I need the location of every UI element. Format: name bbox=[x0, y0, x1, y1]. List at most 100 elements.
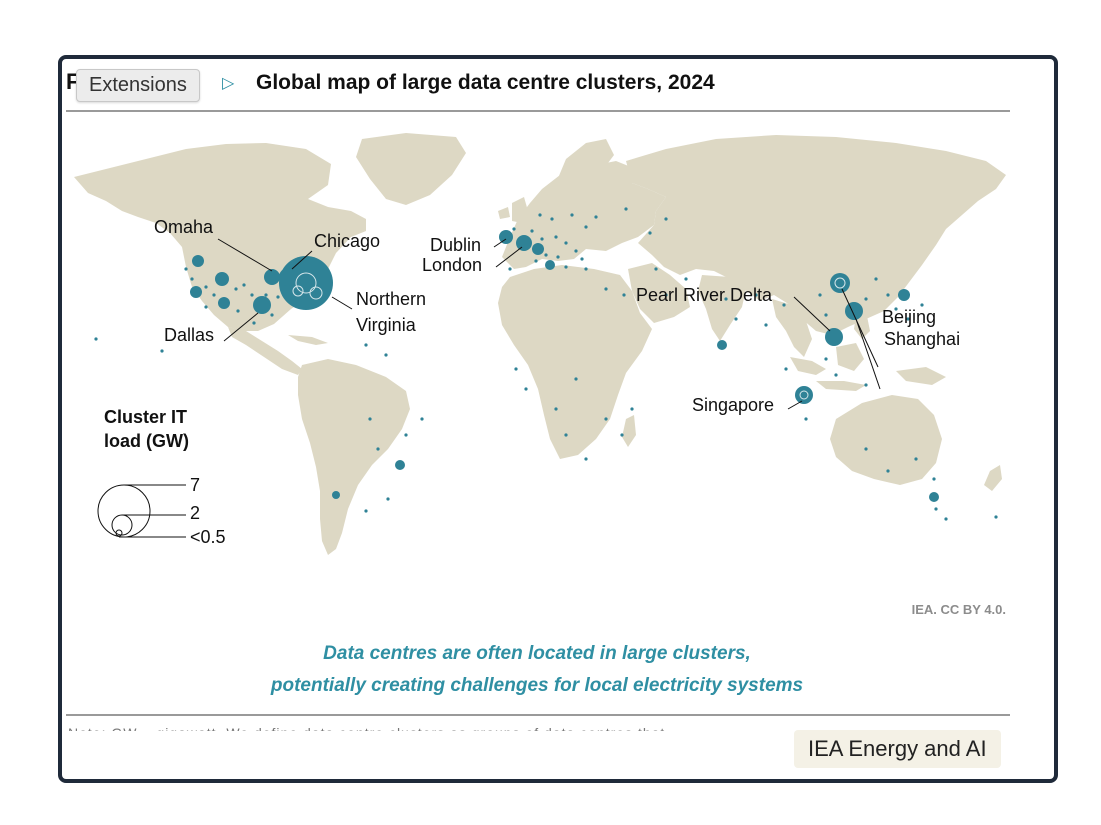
size-legend: Cluster IT load (GW) 7 2 <0.5 bbox=[97, 407, 226, 547]
small-cluster-dot bbox=[540, 237, 544, 241]
small-cluster-dot bbox=[250, 293, 254, 297]
cluster-bubbles bbox=[190, 230, 939, 502]
small-cluster-dot bbox=[764, 323, 768, 327]
small-cluster-dot bbox=[524, 387, 528, 391]
leader-lines bbox=[217, 238, 881, 410]
figure-title: Global map of large data centre clusters… bbox=[256, 71, 715, 94]
small-cluster-dot bbox=[864, 447, 868, 451]
label-singapore: Singapore bbox=[692, 395, 774, 415]
small-cluster-dot bbox=[654, 267, 658, 271]
small-cluster-dot bbox=[376, 447, 380, 451]
small-cluster-dot bbox=[594, 215, 598, 219]
land-indonesia-1 bbox=[790, 357, 826, 375]
small-cluster-dot bbox=[554, 235, 558, 239]
small-cluster-dot bbox=[864, 297, 868, 301]
bubble-beijing bbox=[830, 273, 850, 293]
bubble-shanghai bbox=[845, 302, 863, 320]
bubble-chicago bbox=[279, 268, 297, 286]
small-cluster-dot bbox=[236, 309, 240, 313]
title-divider bbox=[66, 110, 1010, 112]
legend-title-line2: load (GW) bbox=[104, 431, 189, 451]
land-madagascar bbox=[622, 415, 636, 447]
land-arabia bbox=[628, 263, 690, 323]
bubble-mumbai bbox=[717, 340, 727, 350]
small-cluster-dot bbox=[364, 343, 368, 347]
small-cluster-dot bbox=[252, 321, 256, 325]
small-cluster-dot bbox=[564, 265, 568, 269]
small-cluster-dot bbox=[276, 295, 280, 299]
bubble-california bbox=[190, 286, 202, 298]
bubble-pearl-river-delta bbox=[825, 328, 843, 346]
small-cluster-dot bbox=[580, 257, 584, 261]
small-cluster-dot bbox=[834, 373, 838, 377]
land-south-america bbox=[298, 359, 410, 555]
caption-divider bbox=[66, 714, 1010, 716]
small-cluster-dot bbox=[234, 287, 238, 291]
land-scandinavia bbox=[556, 139, 614, 195]
bubble-japan bbox=[898, 289, 910, 301]
small-cluster-dot bbox=[94, 337, 98, 341]
land-europe bbox=[502, 161, 666, 269]
small-cluster-dot bbox=[190, 277, 194, 281]
small-cluster-dot bbox=[782, 303, 786, 307]
small-cluster-dot bbox=[212, 293, 216, 297]
small-cluster-dot bbox=[584, 267, 588, 271]
land-africa bbox=[498, 265, 652, 459]
small-cluster-dot bbox=[270, 313, 274, 317]
land-australia bbox=[830, 395, 942, 485]
bubble-dublin bbox=[499, 230, 513, 244]
land-new-guinea bbox=[896, 367, 946, 385]
label-chicago: Chicago bbox=[314, 231, 380, 251]
land-new-zealand bbox=[984, 465, 1002, 491]
bubble-sydney bbox=[929, 492, 939, 502]
small-cluster-dot bbox=[574, 377, 578, 381]
label-beijing: Beijing bbox=[882, 307, 936, 327]
small-cluster-dot bbox=[604, 287, 608, 291]
small-cluster-dot bbox=[684, 277, 688, 281]
bubble-frankfurt bbox=[545, 260, 555, 270]
small-cluster-dot bbox=[570, 213, 574, 217]
small-cluster-dot bbox=[724, 297, 728, 301]
small-cluster-dot bbox=[512, 227, 516, 231]
legend-size-lt05: <0.5 bbox=[190, 527, 226, 547]
land-borneo bbox=[836, 343, 864, 371]
label-northern-virginia-2: Virginia bbox=[356, 315, 417, 335]
small-cluster-dot bbox=[514, 367, 518, 371]
small-cluster-dot bbox=[664, 293, 668, 297]
small-cluster-dot bbox=[530, 229, 534, 233]
bubble-west-2 bbox=[215, 272, 229, 286]
small-cluster-dot bbox=[864, 383, 868, 387]
land-asia bbox=[626, 135, 1006, 335]
small-cluster-dots bbox=[94, 207, 998, 521]
figure-title-row: F ▷ Global map of large data centre clus… bbox=[66, 69, 1026, 105]
land-indonesia-2 bbox=[816, 381, 866, 391]
source-badge[interactable]: IEA Energy and AI bbox=[794, 730, 1001, 768]
small-cluster-dot bbox=[404, 433, 408, 437]
small-cluster-dot bbox=[944, 517, 948, 521]
bubble-amsterdam bbox=[532, 243, 544, 255]
small-cluster-dot bbox=[754, 293, 758, 297]
bubble-west-3 bbox=[218, 297, 230, 309]
small-cluster-dot bbox=[734, 317, 738, 321]
small-cluster-dot bbox=[620, 433, 624, 437]
land-caribbean bbox=[288, 335, 328, 345]
small-cluster-dot bbox=[574, 249, 578, 253]
label-dublin: Dublin bbox=[430, 235, 481, 255]
small-cluster-dot bbox=[364, 509, 368, 513]
credit-text: IEA. CC BY 4.0. bbox=[911, 602, 1006, 617]
label-northern-virginia-1: Northern bbox=[356, 289, 426, 309]
land-se-asia bbox=[772, 299, 812, 357]
small-cluster-dot bbox=[420, 417, 424, 421]
land-uk bbox=[512, 197, 528, 223]
small-cluster-dot bbox=[824, 313, 828, 317]
caption-line-2: potentially creating challenges for loca… bbox=[270, 675, 804, 696]
small-cluster-dot bbox=[384, 353, 388, 357]
small-cluster-dot bbox=[184, 267, 188, 271]
land-india bbox=[698, 275, 746, 341]
small-cluster-dot bbox=[906, 317, 910, 321]
figure-frame: F ▷ Global map of large data centre clus… bbox=[58, 55, 1058, 783]
small-cluster-dot bbox=[894, 307, 898, 311]
label-omaha: Omaha bbox=[154, 217, 214, 237]
small-cluster-dot bbox=[508, 267, 512, 271]
small-cluster-dot bbox=[368, 417, 372, 421]
